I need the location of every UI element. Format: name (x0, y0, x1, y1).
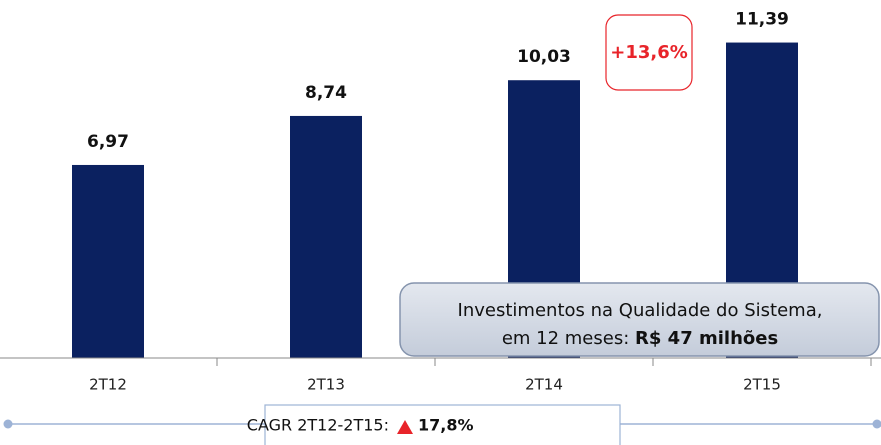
value-label: 10,03 (517, 47, 571, 67)
growth-label: +13,6% (610, 42, 688, 63)
bar (72, 164, 144, 358)
value-label: 11,39 (735, 10, 789, 30)
cagr-arrow (397, 420, 413, 434)
x-tick-label: 2T14 (525, 376, 563, 394)
x-tick-label: 2T12 (89, 376, 127, 394)
value-label: 6,97 (87, 132, 129, 152)
bar (290, 115, 362, 359)
cagr-dot (872, 419, 881, 429)
callout-text: em 12 meses: R$ 47 milhões (502, 328, 778, 349)
cagr-box (264, 404, 621, 445)
callout-text: Investimentos na Qualidade do Sistema, (458, 300, 823, 321)
value-label: 8,74 (305, 83, 347, 103)
cagr-label: CAGR 2T12-2T15: (247, 416, 389, 435)
growth-box (605, 14, 693, 91)
callout-box (399, 282, 880, 357)
callout-bold: R$ 47 milhões (635, 328, 778, 349)
x-tick-label: 2T13 (307, 376, 345, 394)
callout-text: em 12 meses: (502, 328, 629, 349)
x-tick-label: 2T15 (743, 376, 781, 394)
cagr-value: 17,8% (418, 416, 474, 435)
cagr-dot (3, 419, 13, 429)
